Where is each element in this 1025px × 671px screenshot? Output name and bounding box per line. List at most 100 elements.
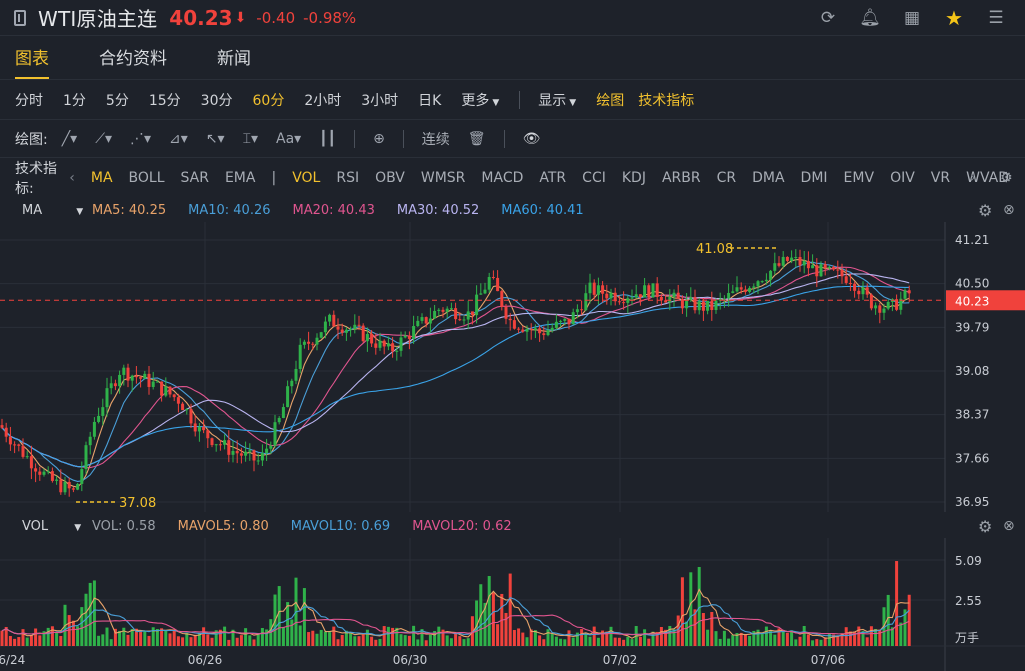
back-icon[interactable] bbox=[14, 9, 26, 26]
indicator-cr[interactable]: CR bbox=[716, 170, 737, 186]
high-marker-label: 41.08 bbox=[696, 242, 733, 257]
volume-bar bbox=[403, 635, 407, 646]
trash-icon[interactable]: 🗑︎ bbox=[467, 130, 486, 147]
gear-icon[interactable]: ⚙ bbox=[978, 200, 993, 220]
volume-bar bbox=[487, 576, 491, 646]
volume-bar bbox=[210, 637, 214, 646]
candle-icon[interactable]: ┃┃ bbox=[319, 130, 337, 147]
volume-bar bbox=[861, 631, 865, 646]
candle-body bbox=[823, 264, 827, 269]
candle-body bbox=[588, 282, 592, 294]
indicator-vr[interactable]: VR bbox=[930, 170, 951, 186]
display-dropdown[interactable]: 显示 ▼ bbox=[538, 90, 576, 110]
trend-line-icon[interactable]: ╱▾ bbox=[61, 130, 78, 147]
indicator-kdj[interactable]: KDJ bbox=[621, 170, 646, 186]
indicator-wmsr[interactable]: WMSR bbox=[420, 170, 466, 186]
fibonacci-icon[interactable]: ⊿▾ bbox=[169, 130, 188, 147]
text-icon[interactable]: Aa▾ bbox=[276, 130, 302, 147]
arrow-icon[interactable]: ↖▾ bbox=[205, 130, 225, 147]
period-2h[interactable]: 2小时 bbox=[304, 92, 342, 109]
tab-chart[interactable]: 图表 bbox=[0, 44, 64, 79]
candle-body bbox=[680, 298, 684, 309]
volume-bar bbox=[290, 619, 294, 646]
eye-icon[interactable]: 👁︎ bbox=[522, 130, 541, 147]
candle-body bbox=[235, 450, 239, 454]
period-1m[interactable]: 1分 bbox=[63, 92, 86, 109]
volume-bar bbox=[491, 592, 495, 646]
star-icon[interactable]: ★ bbox=[945, 6, 963, 30]
indicator-macd[interactable]: MACD bbox=[481, 170, 524, 186]
period-5m[interactable]: 5分 bbox=[105, 92, 129, 109]
period-3h[interactable]: 3小时 bbox=[361, 92, 399, 109]
volume-bar bbox=[731, 634, 735, 646]
candle-body bbox=[756, 281, 760, 287]
volume-bar bbox=[785, 632, 789, 646]
indicator-vol[interactable]: VOL bbox=[292, 170, 321, 186]
draw-toggle[interactable]: 绘图 bbox=[596, 92, 625, 109]
indicator-boll[interactable]: BOLL bbox=[128, 170, 165, 186]
polyline-icon[interactable]: ⟋▾ bbox=[95, 130, 113, 147]
volume-bar bbox=[197, 632, 201, 646]
indicator-ma[interactable]: MA bbox=[90, 170, 113, 186]
indicator-sar[interactable]: SAR bbox=[180, 170, 209, 186]
period-daily[interactable]: 日K bbox=[418, 92, 442, 109]
vol-indicator-select[interactable]: VOL ▼ bbox=[22, 519, 92, 534]
main-indicator-select[interactable]: MA ▼ bbox=[22, 203, 92, 218]
candle-body bbox=[126, 367, 130, 381]
volume-bar bbox=[525, 637, 529, 646]
volume-bar bbox=[546, 629, 550, 646]
refresh-icon[interactable]: ⟳ bbox=[820, 8, 836, 28]
volume-bar bbox=[8, 636, 12, 646]
indicator-obv[interactable]: OBV bbox=[375, 170, 405, 186]
indicator-rsi[interactable]: RSI bbox=[336, 170, 360, 186]
settings-icon[interactable]: ⚙ bbox=[1000, 170, 1013, 186]
indicator-dma[interactable]: DMA bbox=[752, 170, 785, 186]
close-icon[interactable]: ⊗ bbox=[1003, 202, 1015, 218]
volume-bar bbox=[25, 637, 29, 646]
measure-icon[interactable]: ⌶▾ bbox=[242, 130, 259, 147]
candle-body bbox=[449, 308, 453, 310]
candle-body bbox=[769, 270, 773, 280]
bell-icon[interactable]: 🔔︎ bbox=[859, 8, 881, 28]
candlestick-chart[interactable]: 41.21 40.50 39.79 39.08 38.37 37.66 36.95 40.2… bbox=[0, 222, 1025, 512]
indicator-oiv[interactable]: OIV bbox=[890, 170, 915, 186]
candle-body bbox=[546, 330, 550, 336]
period-more-dropdown[interactable]: 更多 ▼ bbox=[461, 90, 499, 110]
volume-bar bbox=[71, 620, 75, 646]
tab-contract-info[interactable]: 合约资料 bbox=[99, 49, 167, 69]
indicator-atr[interactable]: ATR bbox=[539, 170, 567, 186]
grid-icon[interactable]: ▦ bbox=[903, 8, 921, 28]
indicator-arbr[interactable]: ARBR bbox=[661, 170, 701, 186]
indicator-ema[interactable]: EMA bbox=[224, 170, 256, 186]
chevron-left-icon[interactable]: ‹ bbox=[69, 170, 75, 186]
period-timeshare[interactable]: 分时 bbox=[15, 92, 43, 109]
candle-body bbox=[470, 311, 474, 316]
gear-icon[interactable]: ⚙ bbox=[978, 516, 993, 536]
wave-icon[interactable]: ⋰▾ bbox=[130, 130, 152, 147]
y-tick-label: 36.95 bbox=[955, 495, 989, 509]
candle-body bbox=[802, 261, 806, 266]
candle-body bbox=[302, 341, 306, 345]
chevron-right-icon[interactable]: › bbox=[970, 170, 976, 186]
volume-bar bbox=[214, 630, 218, 646]
indicator-dmi[interactable]: DMI bbox=[800, 170, 828, 186]
indicator-cci[interactable]: CCI bbox=[582, 170, 606, 186]
zoom-in-icon[interactable]: ⊕ bbox=[373, 130, 385, 147]
candle-body bbox=[445, 308, 449, 312]
period-30m[interactable]: 30分 bbox=[200, 92, 233, 109]
indicators-toggle[interactable]: 技术指标 bbox=[638, 92, 695, 109]
volume-bar bbox=[399, 634, 403, 646]
volume-chart[interactable]: 5.09 2.55 万手 06/24 06/26 06/30 07/02 07/06 bbox=[0, 538, 1025, 671]
menu-icon[interactable]: ☰ bbox=[988, 8, 1004, 28]
volume-bar bbox=[697, 567, 701, 646]
continuous-toggle[interactable]: 连续 bbox=[421, 131, 450, 148]
tab-news[interactable]: 新闻 bbox=[217, 49, 251, 69]
period-60m[interactable]: 60分 bbox=[252, 92, 285, 109]
close-icon[interactable]: ⊗ bbox=[1003, 518, 1015, 534]
legend-item: MA60: 40.41 bbox=[501, 202, 584, 218]
period-15m[interactable]: 15分 bbox=[148, 92, 181, 109]
candle-body bbox=[189, 409, 193, 424]
indicator-emv[interactable]: EMV bbox=[843, 170, 875, 186]
candle-body bbox=[349, 329, 353, 331]
indicator-wvad[interactable]: WVAD bbox=[966, 170, 1009, 186]
